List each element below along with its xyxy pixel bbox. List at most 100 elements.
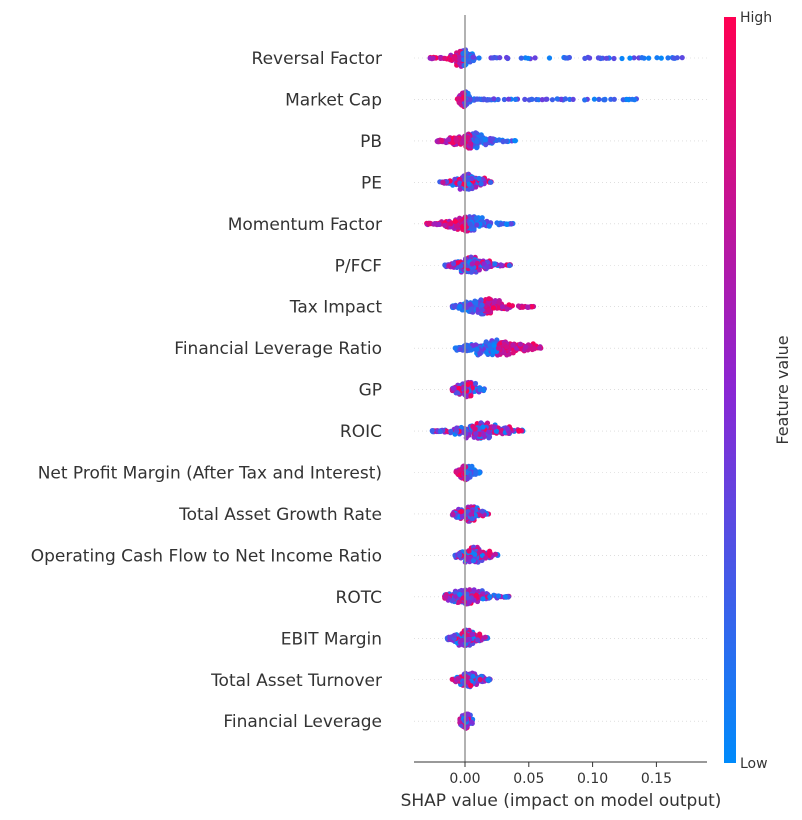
shap-point [466, 599, 472, 605]
shap-point [495, 345, 502, 351]
shap-point [619, 55, 625, 62]
shap-point [654, 55, 660, 61]
shap-point [490, 305, 496, 311]
feature-label: PE [361, 173, 382, 193]
shap-point [504, 426, 510, 432]
shap-point [488, 179, 494, 185]
shap-point [658, 55, 664, 61]
shap-point [461, 181, 467, 187]
shap-point [494, 220, 500, 226]
shap-point [506, 262, 512, 269]
shap-point [450, 261, 457, 267]
shap-point [516, 428, 522, 434]
shap-point [504, 54, 510, 61]
shap-point [457, 552, 463, 559]
shap-point [520, 304, 526, 310]
shap-point [679, 55, 685, 61]
feature-label: EBIT Margin [281, 629, 382, 649]
feature-label: Reversal Factor [252, 49, 382, 69]
shap-point [512, 96, 519, 102]
shap-point [477, 386, 483, 393]
shap-point [470, 558, 477, 564]
shap-point [482, 137, 489, 143]
shap-point [469, 175, 475, 182]
shap-point [453, 469, 459, 475]
shap-point [492, 261, 498, 267]
shap-point [518, 55, 524, 61]
shap-point [496, 299, 502, 305]
shap-point [454, 390, 460, 396]
feature-label: Total Asset Turnover [210, 671, 382, 691]
shap-point [492, 424, 498, 430]
shap-point [480, 424, 486, 430]
shap-point [466, 345, 472, 351]
shap-point [472, 551, 478, 558]
shap-point [495, 593, 502, 599]
shap-point [467, 221, 473, 227]
shap-point [671, 55, 677, 61]
feature-label: Net Profit Margin (After Tax and Interes… [38, 464, 382, 484]
shap-point [582, 97, 588, 103]
shap-point [426, 220, 432, 226]
shap-point [558, 96, 564, 102]
shap-point [502, 594, 508, 600]
shap-point [595, 55, 602, 61]
shap-point [473, 469, 479, 475]
feature-label: Operating Cash Flow to Net Income Ratio [31, 546, 382, 566]
shap-point [479, 302, 485, 308]
shap-point [483, 555, 489, 561]
feature-label: Tax Impact [289, 298, 383, 318]
shap-point [454, 223, 460, 229]
shap-point [459, 140, 465, 146]
shap-point [646, 55, 652, 61]
shap-point [468, 393, 474, 399]
shap-point [627, 55, 633, 61]
shap-point [474, 346, 480, 352]
shap-point [470, 54, 476, 60]
shap-point [481, 432, 487, 438]
shap-point [532, 55, 538, 61]
shap-point [442, 222, 448, 228]
shap-point [477, 631, 483, 637]
shap-point [473, 184, 479, 190]
shap-point [491, 96, 497, 102]
shap-point [491, 342, 497, 348]
shap-point [506, 96, 512, 102]
shap-point [440, 179, 446, 185]
feature-label: Financial Leverage [223, 712, 382, 732]
shap-point [510, 350, 516, 356]
shap-point [483, 142, 489, 148]
shap-point [466, 181, 472, 187]
feature-label: ROIC [340, 422, 382, 442]
shap-point [456, 100, 462, 106]
shap-point [473, 300, 479, 306]
shap-point [537, 345, 543, 351]
shap-point [562, 55, 568, 61]
shap-point [498, 262, 504, 268]
shap-point [546, 55, 553, 61]
shap-point [486, 223, 492, 229]
shap-point [611, 96, 617, 102]
shap-point [457, 304, 463, 310]
shap-point [522, 96, 528, 102]
feature-label: Total Asset Growth Rate [178, 505, 382, 525]
shap-point [525, 55, 531, 61]
shap-point [452, 218, 458, 224]
shap-point [602, 97, 608, 103]
shap-point [529, 96, 535, 102]
shap-point [451, 55, 457, 62]
shap-point [477, 351, 483, 357]
feature-label: PB [360, 132, 382, 152]
shap-point [468, 141, 474, 147]
shap-point [624, 96, 630, 102]
feature-label: ROTC [336, 588, 382, 608]
shap-point [457, 180, 463, 186]
shap-point [458, 263, 464, 269]
shap-point [430, 55, 436, 61]
shap-point [473, 215, 479, 221]
shap-point [458, 346, 464, 352]
shap-point [450, 597, 456, 603]
shap-point [499, 304, 506, 310]
shap-point [497, 55, 503, 61]
